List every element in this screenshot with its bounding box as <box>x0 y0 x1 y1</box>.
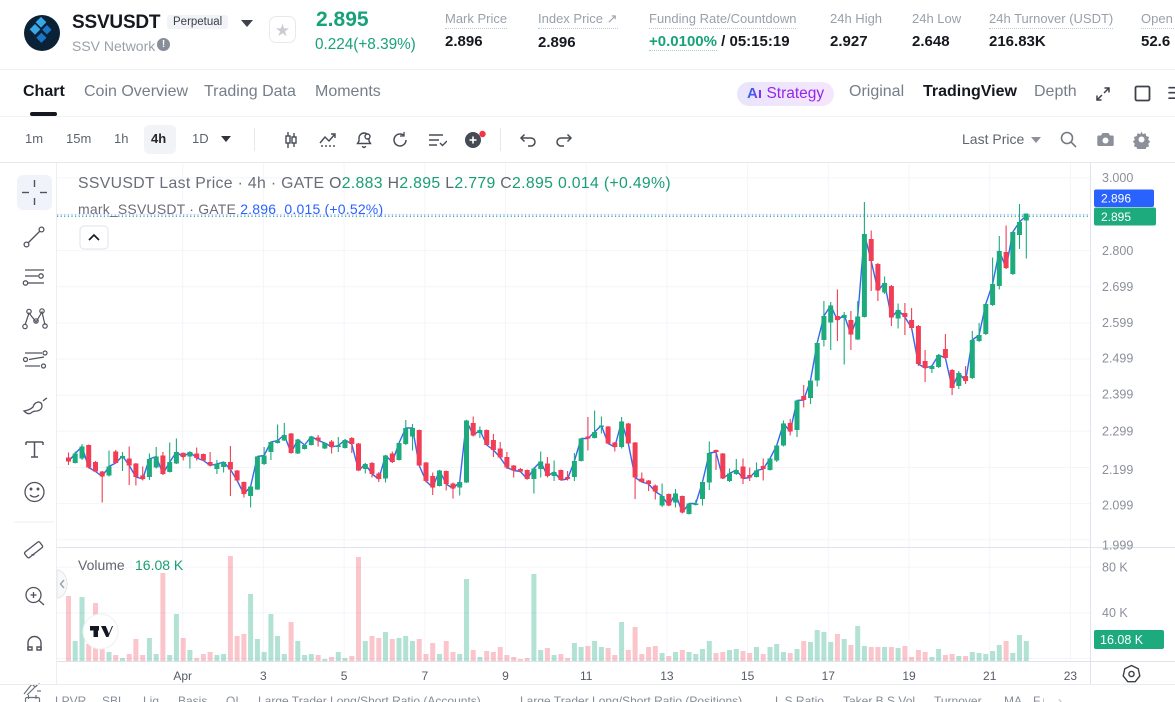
svg-text:2.499: 2.499 <box>1102 351 1133 365</box>
svg-text:15: 15 <box>741 669 755 683</box>
svg-text:40 K: 40 K <box>1102 606 1128 620</box>
svg-text:17: 17 <box>822 669 836 683</box>
svg-text:2.299: 2.299 <box>1102 425 1133 439</box>
svg-text:2.399: 2.399 <box>1102 387 1133 401</box>
svg-text:2.895: 2.895 <box>1101 210 1131 224</box>
svg-text:SSVUSDT Last Price · 4h · GATE: SSVUSDT Last Price · 4h · GATE O2.883 H2… <box>78 175 671 192</box>
svg-text:23: 23 <box>1064 669 1078 683</box>
svg-text:7: 7 <box>421 669 428 683</box>
svg-text:2.896: 2.896 <box>1101 192 1131 206</box>
svg-text:2.599: 2.599 <box>1102 316 1133 330</box>
svg-text:16.08 K: 16.08 K <box>1100 633 1144 647</box>
svg-text:80 K: 80 K <box>1102 560 1128 574</box>
svg-text:19: 19 <box>902 669 916 683</box>
svg-text:Volume: Volume <box>78 557 125 573</box>
svg-text:2.800: 2.800 <box>1102 244 1133 258</box>
svg-text:Apr: Apr <box>173 669 192 683</box>
svg-text:9: 9 <box>502 669 509 683</box>
svg-text:21: 21 <box>983 669 997 683</box>
svg-text:5: 5 <box>341 669 348 683</box>
svg-text:2.099: 2.099 <box>1102 499 1133 513</box>
svg-text:2.199: 2.199 <box>1102 463 1133 477</box>
svg-text:mark_SSVUSDT · GATE 2.896 0.0: mark_SSVUSDT · GATE 2.896 0.015 (+0.52%) <box>78 201 383 217</box>
svg-text:3.000: 3.000 <box>1102 171 1133 185</box>
svg-text:2.699: 2.699 <box>1102 280 1133 294</box>
svg-text:1.999: 1.999 <box>1102 539 1133 553</box>
svg-text:13: 13 <box>660 669 674 683</box>
svg-text:3: 3 <box>260 669 267 683</box>
svg-text:16.08 K: 16.08 K <box>135 557 184 573</box>
svg-text:11: 11 <box>580 669 593 683</box>
